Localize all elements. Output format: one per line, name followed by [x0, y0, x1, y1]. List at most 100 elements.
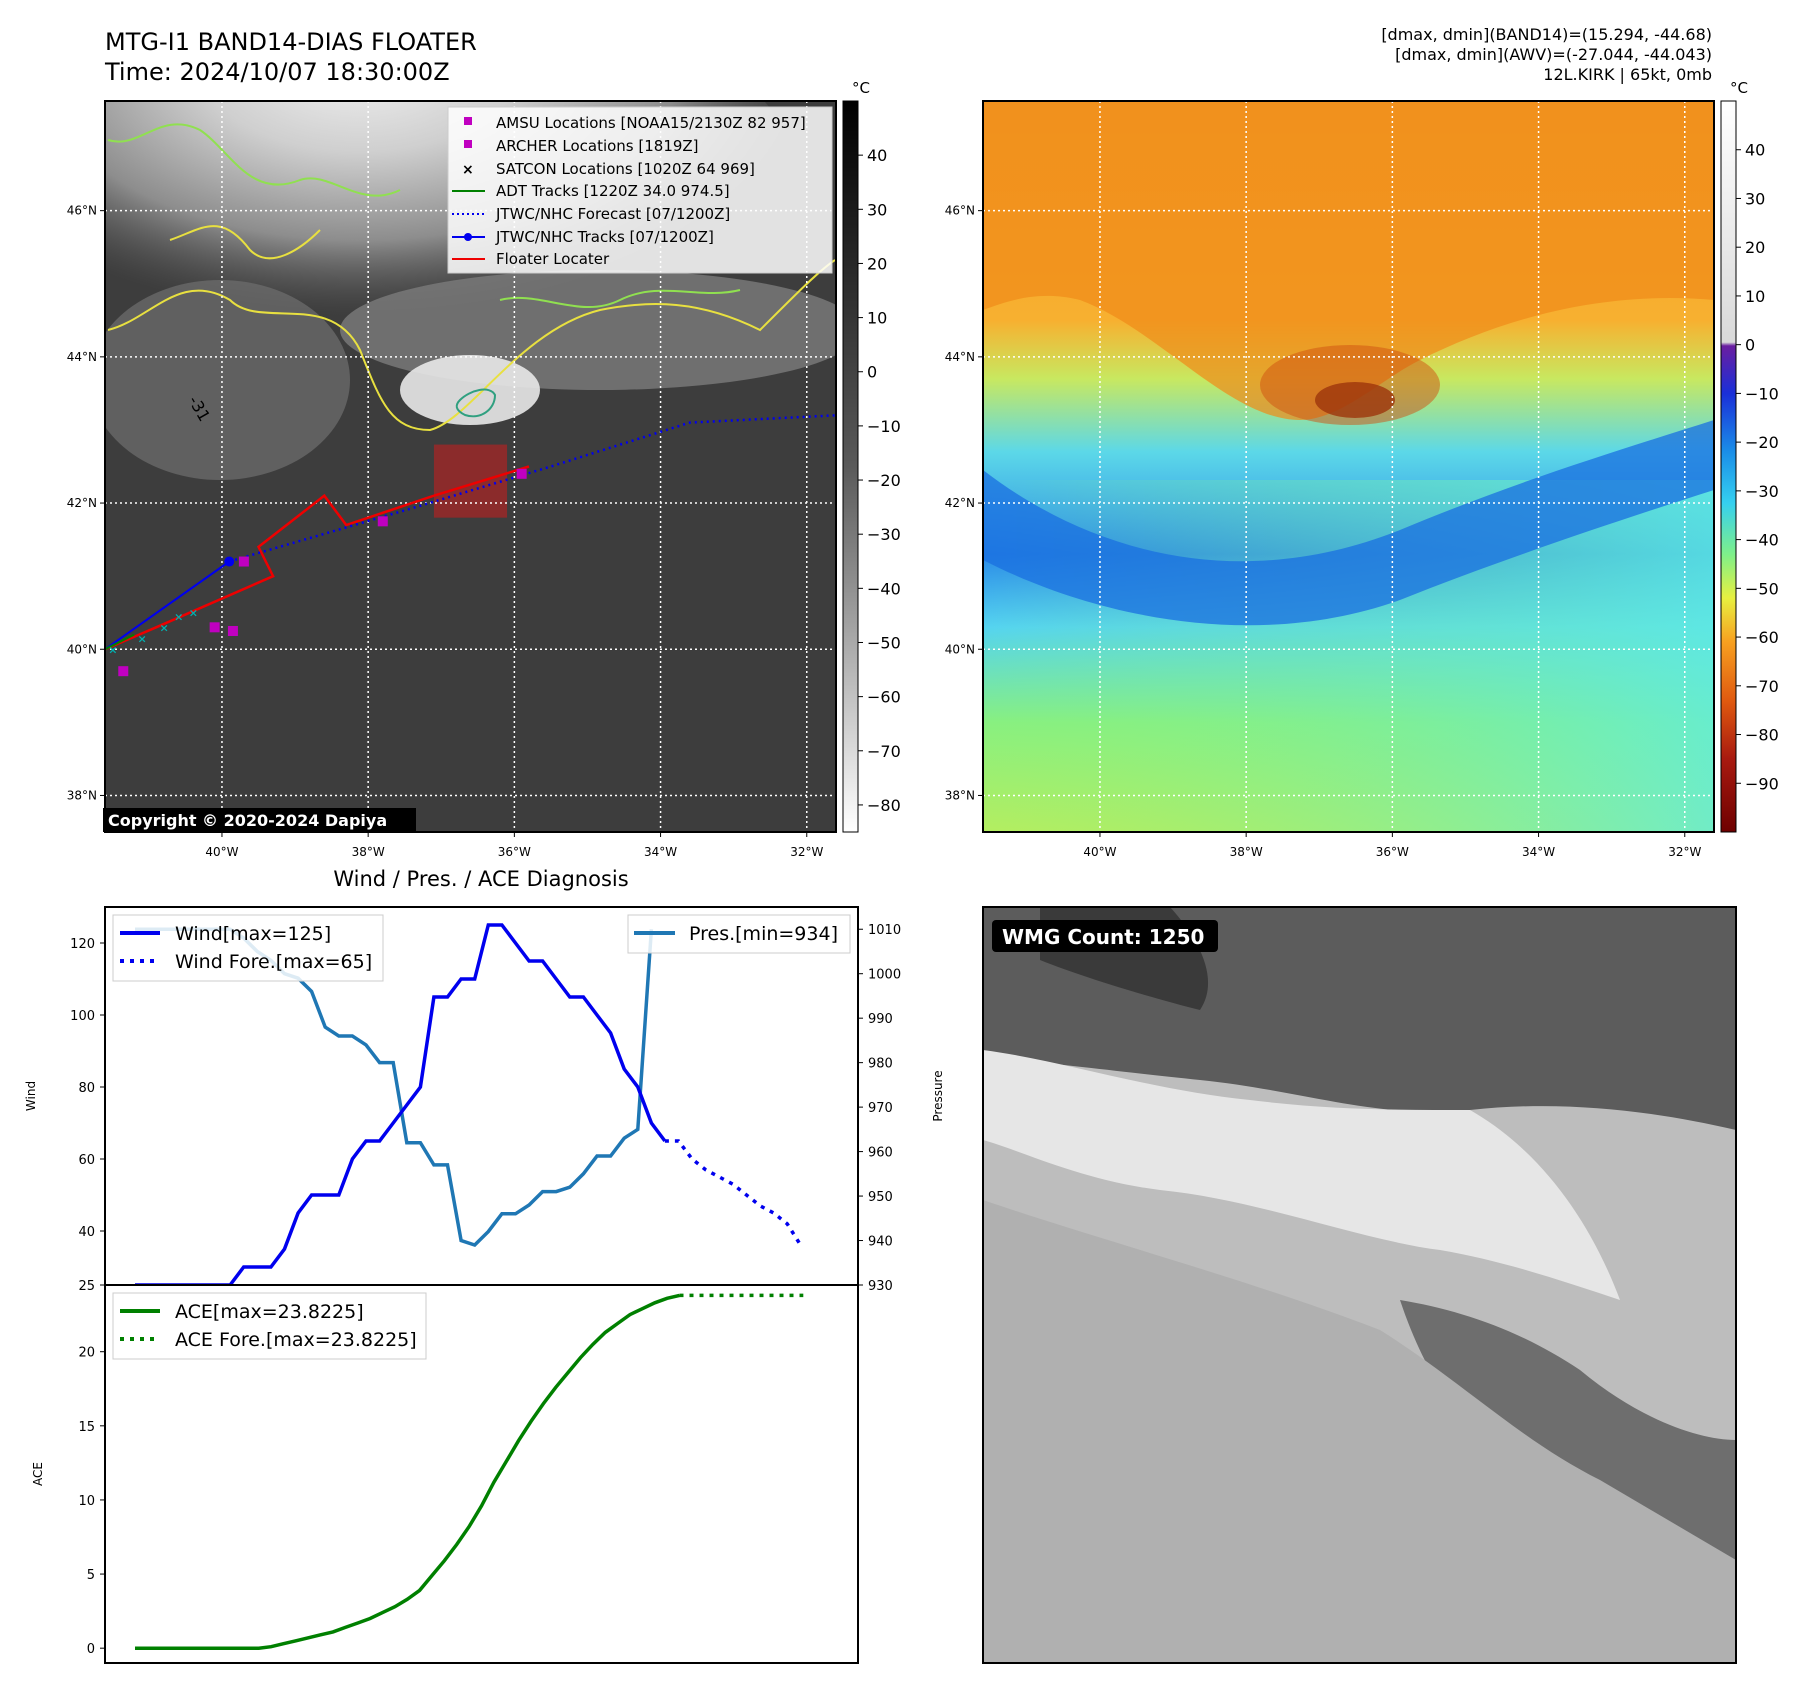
- wv-lon-label: 34°W: [1522, 845, 1555, 859]
- ir-lat-label: 42°N: [67, 496, 97, 510]
- colorbar-tick-label: −90: [1745, 774, 1779, 793]
- amsu-point: [238, 556, 249, 567]
- figure-time: Time: 2024/10/07 18:30:00Z: [104, 58, 450, 86]
- wmg-bright-band: [983, 1050, 1620, 1300]
- ir-map-panel: -31 ×××× × 40°W 38°W 36°W 34°W 32°W46°N44°N42…: [67, 100, 837, 859]
- colorbar-tick-label: −70: [1745, 677, 1779, 696]
- pressure-tick-label: 940: [868, 1235, 893, 1250]
- legend-floater-label: Floater Locater: [496, 250, 610, 268]
- wv-lon-label: 32°W: [1668, 845, 1701, 859]
- wind-tick-label: 80: [78, 1081, 95, 1096]
- legend-track-dot: [464, 233, 472, 241]
- wv-lat-label: 44°N: [945, 350, 975, 364]
- wv-colorbar-ticks: 40 30 20 10 0 −10 −20 −30 −40 −50 −60 −70 −80 −90: [1736, 141, 1779, 793]
- satcon-point: ×: [189, 607, 198, 620]
- wv-lat-label: 38°N: [945, 788, 975, 802]
- jtwc-track-point: [224, 556, 235, 567]
- ace-lines: [135, 1293, 804, 1650]
- wmg-count-label: WMG Count: 1250: [1002, 925, 1204, 949]
- pressure-tick-label: 950: [868, 1190, 893, 1205]
- legend-track-label: JTWC/NHC Tracks [07/1200Z]: [495, 228, 714, 246]
- colorbar-tick-label: 20: [867, 254, 887, 273]
- ace-line: [135, 1293, 680, 1650]
- floater-locater-line: [105, 465, 530, 651]
- legend-archer-marker: [464, 140, 472, 148]
- wmg-light-lower: [983, 1200, 1736, 1663]
- colorbar-tick-label: 30: [867, 200, 887, 219]
- legend-forecast-label: JTWC/NHC Forecast [07/1200Z]: [495, 205, 730, 223]
- colorbar-tick-label: −60: [1745, 628, 1779, 647]
- wv-map-panel: 40°W 38°W 36°W 34°W 32°W 46°N 44°N 42°N 40°N 38°N: [945, 100, 1715, 859]
- ir-cloud-core: [400, 355, 540, 425]
- ace-legend-box: [112, 1292, 427, 1360]
- copyright-text: Copyright © 2020-2024 Dapiya: [108, 811, 387, 830]
- wv-colorbar-unit: °C: [1730, 79, 1748, 97]
- colorbar-tick-label: −80: [1745, 726, 1779, 745]
- ir-lon-label: 40°W: [205, 845, 238, 859]
- colorbar-tick-label: −10: [867, 417, 901, 436]
- wv-lat-label: 42°N: [945, 496, 975, 510]
- colorbar-tick-label: −40: [1745, 531, 1779, 550]
- ir-lon-label: 38°W: [352, 845, 385, 859]
- colorbar-tick-label: −80: [867, 796, 901, 815]
- wv-lat-label: 40°N: [945, 642, 975, 656]
- wv-frame: [982, 100, 1715, 833]
- colorbar-tick-label: −20: [867, 471, 901, 490]
- jtwc-forecast-line: [228, 414, 836, 563]
- colorbar-tick-label: 10: [867, 309, 887, 328]
- ace-tick-label: 20: [78, 1346, 95, 1361]
- wv-lon-label: 38°W: [1230, 845, 1263, 859]
- amsu-point: [209, 622, 220, 633]
- colorbar-tick-label: −30: [867, 525, 901, 544]
- wind-tick-label: 120: [70, 937, 95, 952]
- ir-colorbar-unit: °C: [852, 79, 870, 97]
- ace-legend-label: ACE[max=23.8225]: [175, 1301, 364, 1323]
- ir-cloud-west: [105, 280, 350, 480]
- ir-lat-label: 46°N: [67, 204, 97, 218]
- legend-amsu-marker: [464, 117, 472, 125]
- colorbar-tick-label: 40: [867, 146, 887, 165]
- amsu-point: [118, 666, 129, 677]
- wv-colorbar: °C 40 30 20 10 0 −10 −20 −30 −40 −50 −60 −70 −80 −90: [1720, 79, 1779, 833]
- colorbar-tick-label: −40: [867, 579, 901, 598]
- amsu-point: [516, 468, 527, 479]
- floater-center-box: [433, 444, 508, 518]
- info-line-3: 12L.KIRK | 65kt, 0mb: [1543, 65, 1712, 84]
- colorbar-tick-label: −50: [1745, 579, 1779, 598]
- colorbar-tick-label: −30: [1745, 482, 1779, 501]
- colorbar-tick-label: 30: [1745, 189, 1765, 208]
- ace-chart: ACE 0 5 10 15 20 25 ACE[max=23.8225] ACE Fore…: [31, 1279, 859, 1664]
- ir-lat-label: 40°N: [67, 642, 97, 656]
- ace-axis-label: ACE: [31, 1462, 45, 1486]
- info-line-1: [dmax, dmin](BAND14)=(15.294, -44.68): [1381, 25, 1712, 44]
- wv-lon-label: 40°W: [1083, 845, 1116, 859]
- ace-tick-label: 0: [87, 1642, 95, 1657]
- pressure-tick-label: 1010: [868, 923, 901, 938]
- wmg-panel: WMG Count: 1250: [982, 906, 1737, 1664]
- wv-dry-band: [983, 420, 1714, 626]
- wmg-frame: [982, 906, 1737, 1664]
- pressure-ticks: 930 940 950 960 970 980 990 1000 1010: [858, 923, 901, 1294]
- colorbar-tick-label: −10: [1745, 384, 1779, 403]
- ir-axes: 40°W 38°W 36°W 34°W 32°W 46°N 44°N 42°N 40°N 38°N: [67, 204, 824, 859]
- ace-fore-legend-label: ACE Fore.[max=23.8225]: [175, 1329, 417, 1351]
- ir-lat-label: 38°N: [67, 788, 97, 802]
- ir-contour-yellow: [107, 259, 836, 432]
- wind-fore-legend-label: Wind Fore.[max=65]: [175, 951, 372, 973]
- ir-contour-yellow-2: [169, 225, 321, 260]
- pres-legend: Pres.[min=934]: [627, 914, 851, 954]
- ir-frame: [104, 100, 837, 833]
- wind-tick-label: 100: [70, 1009, 95, 1024]
- info-line-2: [dmax, dmin](AWV)=(-27.044, -44.043): [1395, 45, 1712, 64]
- ace-tick-label: 25: [78, 1279, 95, 1294]
- wv-core-ring: [1260, 345, 1440, 425]
- ir-lon-label: 32°W: [790, 845, 823, 859]
- chart-title: Wind / Pres. / ACE Diagnosis: [333, 867, 628, 891]
- jtwc-track-line: [105, 560, 230, 651]
- wind-forecast-line: [664, 1139, 803, 1247]
- wind-ticks: 40 60 80 100 120: [70, 937, 105, 1240]
- wind-tick-label: 60: [78, 1153, 95, 1168]
- pres-legend-label: Pres.[min=934]: [689, 923, 838, 945]
